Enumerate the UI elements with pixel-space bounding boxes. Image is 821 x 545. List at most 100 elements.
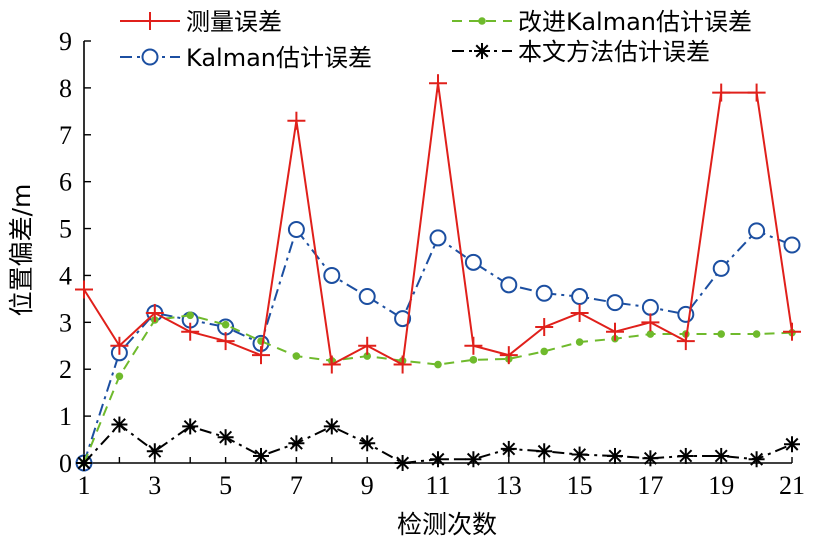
data-point — [540, 347, 548, 356]
x-tick-label: 5 — [219, 471, 232, 500]
legend-item: Kalman估计误差 — [120, 44, 372, 72]
data-point — [429, 74, 447, 93]
legend-item: 本文方法估计误差 — [452, 38, 710, 66]
data-point — [292, 352, 301, 360]
data-point — [752, 330, 761, 338]
legend-label: Kalman估计误差 — [186, 44, 372, 72]
data-point — [287, 220, 305, 238]
legend-label: 改进Kalman估计误差 — [518, 8, 752, 36]
data-point — [394, 310, 412, 328]
data-point — [748, 222, 766, 240]
data-point — [464, 336, 483, 355]
data-point — [712, 259, 730, 277]
series-4 — [76, 416, 800, 471]
data-point — [464, 253, 482, 271]
series-1 — [75, 74, 801, 374]
x-tick-label: 21 — [779, 471, 805, 500]
data-point — [181, 322, 200, 341]
data-point — [288, 435, 305, 452]
y-tick-label: 8 — [59, 74, 72, 103]
legend-item: 测量误差 — [120, 8, 282, 36]
data-point — [323, 418, 340, 435]
data-point — [571, 446, 588, 463]
legend-marker — [141, 48, 159, 66]
legend-marker — [478, 17, 486, 25]
legend-item: 改进Kalman估计误差 — [452, 8, 752, 36]
x-tick-label: 9 — [361, 471, 374, 500]
data-point — [111, 416, 128, 433]
x-tick-label: 1 — [78, 471, 91, 500]
y-tick-label: 9 — [59, 27, 72, 56]
data-point — [76, 455, 92, 471]
data-point — [784, 436, 800, 453]
x-axis-title: 检测次数 — [397, 510, 497, 539]
data-point — [363, 352, 372, 360]
data-point — [115, 372, 124, 381]
data-point — [535, 284, 553, 302]
x-tick-label: 19 — [708, 471, 734, 500]
data-point — [499, 346, 518, 365]
data-point — [641, 298, 659, 316]
y-tick-label: 5 — [59, 215, 72, 244]
data-point — [500, 276, 518, 294]
data-point — [606, 322, 624, 341]
series-3 — [80, 311, 796, 467]
data-point — [429, 229, 447, 247]
data-point — [783, 322, 801, 341]
data-point — [393, 355, 412, 374]
data-point — [713, 447, 730, 464]
data-point — [75, 280, 93, 299]
data-point — [434, 360, 442, 369]
data-point — [676, 332, 695, 351]
data-point — [430, 451, 446, 468]
legend-label: 测量误差 — [186, 8, 282, 36]
legend-label: 本文方法估计误差 — [518, 38, 710, 66]
y-tick-label: 3 — [59, 308, 72, 337]
data-point — [712, 83, 731, 102]
data-point — [571, 288, 589, 306]
data-point — [252, 346, 270, 365]
x-tick-label: 15 — [567, 471, 593, 500]
data-point — [500, 440, 517, 457]
data-point — [717, 330, 725, 338]
data-point — [469, 356, 478, 364]
y-tick-label: 4 — [59, 261, 72, 290]
data-point — [216, 332, 235, 351]
series — [75, 74, 801, 472]
legend-marker — [474, 43, 490, 59]
x-tick-label: 11 — [425, 471, 450, 500]
data-point — [217, 429, 234, 446]
data-point — [748, 451, 765, 468]
data-point — [536, 443, 553, 460]
data-point — [358, 288, 376, 306]
data-point — [677, 447, 694, 464]
data-point — [535, 318, 554, 337]
x-tick-label: 17 — [637, 471, 663, 500]
data-point — [783, 236, 801, 254]
data-point — [570, 303, 589, 322]
y-tick-label: 1 — [59, 402, 72, 431]
axes — [83, 41, 792, 464]
data-point — [607, 447, 623, 464]
y-axis-title: 位置偏差/m — [7, 184, 36, 317]
data-point — [642, 450, 659, 467]
data-point — [465, 451, 482, 468]
x-tick-label: 7 — [290, 471, 303, 500]
data-point — [287, 111, 306, 130]
data-point — [253, 447, 269, 464]
y-tick-label: 7 — [59, 121, 72, 150]
data-point — [575, 338, 584, 346]
data-point — [646, 330, 655, 338]
y-tick-label: 2 — [59, 355, 72, 384]
data-point — [394, 455, 411, 471]
legend-marker — [141, 12, 159, 30]
data-point — [221, 320, 230, 329]
data-point — [145, 303, 164, 322]
data-point — [146, 443, 163, 460]
y-tick-label: 6 — [59, 168, 72, 197]
data-point — [323, 266, 341, 284]
data-point — [358, 336, 377, 355]
